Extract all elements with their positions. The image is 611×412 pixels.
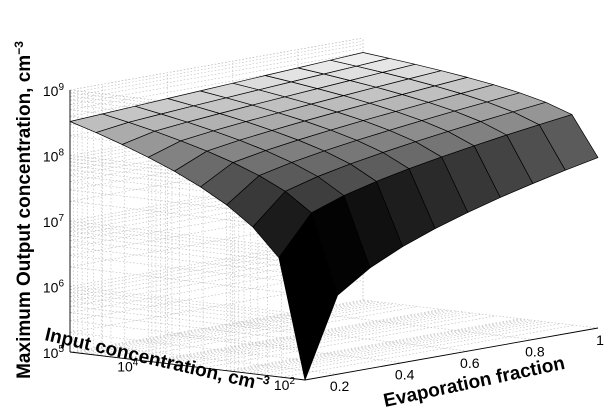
- surface-patches: [69, 52, 599, 381]
- x-tick-label: 0.6: [460, 355, 480, 371]
- grid-line: [69, 175, 364, 228]
- grid-line: [102, 345, 338, 375]
- grid-line: [69, 312, 306, 341]
- z-tick-label: 106: [43, 279, 65, 296]
- grid-line: [69, 234, 364, 287]
- grid-line: [69, 194, 364, 248]
- grid-line: [226, 318, 520, 371]
- grid-line: [69, 168, 364, 222]
- grid-line: [179, 312, 473, 366]
- grid-line: [69, 266, 306, 296]
- grid-line: [69, 227, 306, 256]
- grid-line: [69, 248, 364, 302]
- grid-line: [69, 106, 364, 159]
- grid-line: [69, 244, 364, 297]
- grid-line: [69, 37, 364, 91]
- grid-line: [69, 202, 364, 256]
- grid-line: [101, 303, 395, 357]
- grid-line: [82, 301, 376, 354]
- grid-line: [69, 240, 306, 270]
- grid-line: [69, 148, 364, 202]
- grid-line: [232, 322, 468, 352]
- z-tick-label: 105: [43, 344, 65, 361]
- grid-line: [297, 311, 533, 340]
- grid-line: [243, 320, 538, 374]
- grid-line: [148, 309, 442, 362]
- grid-line: [69, 279, 364, 333]
- grid-line: [203, 315, 497, 369]
- grid-line: [69, 57, 364, 111]
- grid-line: [151, 309, 445, 363]
- x-tick-label: 1: [596, 332, 604, 348]
- grid-line: [69, 117, 364, 171]
- z-axis-title: Maximum Output concentration, cm−3: [12, 41, 35, 379]
- grid-line: [69, 260, 364, 313]
- grid-line: [167, 334, 403, 363]
- grid-line: [69, 268, 364, 322]
- y-tick-label: 102: [274, 376, 296, 393]
- grid-line: [155, 309, 449, 363]
- grid-line: [69, 137, 364, 191]
- tick-labels: 105 106 107 108 109 0.2 0.4 0.6 0.8 1 102 104: [43, 82, 604, 394]
- grid-line: [77, 300, 371, 354]
- grid-line: [110, 304, 405, 358]
- grid-line: [160, 310, 454, 364]
- grid-line: [69, 292, 306, 322]
- grid-line: [69, 299, 364, 353]
- grid-line: [69, 178, 364, 232]
- grid-line: [69, 305, 306, 335]
- grid-line: [93, 302, 387, 356]
- grid-line: [69, 253, 364, 307]
- grid-line: [267, 323, 561, 376]
- grid-line: [69, 183, 364, 236]
- grid-line: [69, 63, 364, 117]
- grid-line: [69, 103, 364, 156]
- x-tick-label: 0.4: [395, 367, 415, 383]
- grid-line: [87, 301, 381, 355]
- grid-line: [69, 188, 364, 242]
- grid-line: [362, 299, 599, 329]
- y-tick-label: 104: [117, 357, 139, 374]
- x-tick-label: 0.2: [330, 378, 350, 394]
- z-tick-label: 109: [43, 82, 65, 99]
- grid-line: [250, 321, 544, 374]
- grid-line: [238, 319, 532, 373]
- surface-patch: [538, 114, 599, 171]
- grid-line: [69, 52, 364, 105]
- grid-line: [69, 40, 364, 94]
- grid-line: [69, 286, 306, 315]
- grid-line: [165, 311, 459, 364]
- z-tick-label: 107: [43, 213, 65, 230]
- grid-line: [69, 300, 306, 330]
- grid-line: [69, 129, 364, 182]
- grid-line: [69, 220, 306, 250]
- grid-line: [189, 313, 483, 367]
- grid-line: [124, 306, 418, 359]
- grid-line: [69, 230, 306, 260]
- grid-line: [171, 311, 465, 365]
- grid-line: [69, 214, 364, 268]
- z-tick-label: 108: [43, 148, 65, 165]
- grid-line: [69, 122, 364, 176]
- grid-line: [69, 289, 306, 318]
- y-axis-title: Input concentration, cm−3: [43, 322, 272, 396]
- grid-line: [69, 44, 364, 97]
- x-tick-label: 0.8: [525, 344, 545, 360]
- grid-line: [69, 47, 364, 101]
- grid-line: [69, 113, 364, 166]
- grid-line: [69, 240, 364, 294]
- grid-line: [73, 300, 367, 353]
- grid-line: [69, 109, 364, 163]
- grid-line: [69, 331, 306, 361]
- grid-line: [69, 171, 364, 225]
- grid-line: [230, 318, 524, 372]
- grid-line: [69, 246, 306, 276]
- grid-line: [234, 319, 528, 372]
- grid-line: [69, 296, 306, 325]
- grid-line: [69, 237, 364, 290]
- grid-line: [281, 324, 575, 378]
